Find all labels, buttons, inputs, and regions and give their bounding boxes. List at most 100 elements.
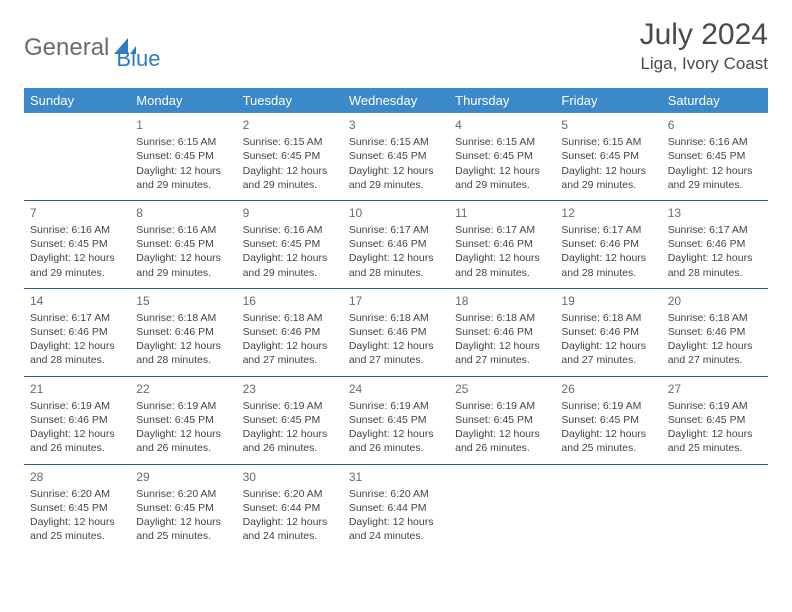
day-number: 8: [136, 205, 230, 221]
sunrise-text: Sunrise: 6:15 AM: [136, 135, 230, 149]
sunrise-text: Sunrise: 6:18 AM: [561, 311, 655, 325]
sunset-text: Sunset: 6:46 PM: [136, 325, 230, 339]
calendar-week-row: 7Sunrise: 6:16 AMSunset: 6:45 PMDaylight…: [24, 200, 768, 288]
calendar-day-cell: 26Sunrise: 6:19 AMSunset: 6:45 PMDayligh…: [555, 376, 661, 464]
calendar-day-cell: 11Sunrise: 6:17 AMSunset: 6:46 PMDayligh…: [449, 200, 555, 288]
calendar-day-cell: 29Sunrise: 6:20 AMSunset: 6:45 PMDayligh…: [130, 464, 236, 551]
daylight-text: and 28 minutes.: [349, 266, 443, 280]
day-number: 21: [30, 381, 124, 397]
title-block: July 2024 Liga, Ivory Coast: [640, 18, 768, 74]
day-number: 9: [243, 205, 337, 221]
calendar-week-row: 14Sunrise: 6:17 AMSunset: 6:46 PMDayligh…: [24, 288, 768, 376]
sunset-text: Sunset: 6:45 PM: [561, 149, 655, 163]
sunrise-text: Sunrise: 6:20 AM: [243, 487, 337, 501]
day-number: 10: [349, 205, 443, 221]
calendar-day-cell: 5Sunrise: 6:15 AMSunset: 6:45 PMDaylight…: [555, 113, 661, 200]
daylight-text: Daylight: 12 hours: [243, 515, 337, 529]
calendar-day-cell: 13Sunrise: 6:17 AMSunset: 6:46 PMDayligh…: [662, 200, 768, 288]
logo: General Blue: [24, 24, 160, 72]
day-number: 22: [136, 381, 230, 397]
daylight-text: Daylight: 12 hours: [349, 427, 443, 441]
sunset-text: Sunset: 6:45 PM: [243, 149, 337, 163]
sunrise-text: Sunrise: 6:15 AM: [561, 135, 655, 149]
daylight-text: and 29 minutes.: [30, 266, 124, 280]
daylight-text: Daylight: 12 hours: [561, 339, 655, 353]
daylight-text: Daylight: 12 hours: [349, 339, 443, 353]
sunrise-text: Sunrise: 6:20 AM: [136, 487, 230, 501]
calendar-day-cell: [555, 464, 661, 551]
sunset-text: Sunset: 6:46 PM: [349, 325, 443, 339]
sunset-text: Sunset: 6:46 PM: [30, 413, 124, 427]
calendar-day-cell: 16Sunrise: 6:18 AMSunset: 6:46 PMDayligh…: [237, 288, 343, 376]
daylight-text: and 26 minutes.: [30, 441, 124, 455]
sunset-text: Sunset: 6:46 PM: [455, 237, 549, 251]
daylight-text: and 29 minutes.: [136, 266, 230, 280]
calendar-day-cell: 6Sunrise: 6:16 AMSunset: 6:45 PMDaylight…: [662, 113, 768, 200]
daylight-text: and 28 minutes.: [561, 266, 655, 280]
calendar-week-row: 21Sunrise: 6:19 AMSunset: 6:46 PMDayligh…: [24, 376, 768, 464]
sunset-text: Sunset: 6:45 PM: [561, 413, 655, 427]
sunset-text: Sunset: 6:46 PM: [30, 325, 124, 339]
calendar-day-cell: 23Sunrise: 6:19 AMSunset: 6:45 PMDayligh…: [237, 376, 343, 464]
day-number: 2: [243, 117, 337, 133]
daylight-text: Daylight: 12 hours: [136, 164, 230, 178]
day-number: 28: [30, 469, 124, 485]
daylight-text: Daylight: 12 hours: [455, 164, 549, 178]
daylight-text: Daylight: 12 hours: [136, 251, 230, 265]
sunset-text: Sunset: 6:46 PM: [561, 325, 655, 339]
day-number: 3: [349, 117, 443, 133]
daylight-text: Daylight: 12 hours: [136, 515, 230, 529]
calendar-day-cell: 21Sunrise: 6:19 AMSunset: 6:46 PMDayligh…: [24, 376, 130, 464]
sunrise-text: Sunrise: 6:16 AM: [30, 223, 124, 237]
sunrise-text: Sunrise: 6:15 AM: [455, 135, 549, 149]
logo-text-general: General: [24, 34, 109, 62]
daylight-text: and 27 minutes.: [243, 353, 337, 367]
sunset-text: Sunset: 6:45 PM: [668, 413, 762, 427]
day-number: 31: [349, 469, 443, 485]
day-number: 27: [668, 381, 762, 397]
daylight-text: and 29 minutes.: [668, 178, 762, 192]
daylight-text: and 29 minutes.: [349, 178, 443, 192]
sunrise-text: Sunrise: 6:19 AM: [455, 399, 549, 413]
month-title: July 2024: [640, 18, 768, 52]
calendar-day-cell: 17Sunrise: 6:18 AMSunset: 6:46 PMDayligh…: [343, 288, 449, 376]
sunrise-text: Sunrise: 6:18 AM: [349, 311, 443, 325]
calendar-day-cell: 4Sunrise: 6:15 AMSunset: 6:45 PMDaylight…: [449, 113, 555, 200]
daylight-text: and 26 minutes.: [349, 441, 443, 455]
sunrise-text: Sunrise: 6:19 AM: [243, 399, 337, 413]
sunrise-text: Sunrise: 6:18 AM: [455, 311, 549, 325]
sunrise-text: Sunrise: 6:19 AM: [136, 399, 230, 413]
day-number: 15: [136, 293, 230, 309]
day-number: 4: [455, 117, 549, 133]
sunset-text: Sunset: 6:45 PM: [30, 237, 124, 251]
calendar-table: Sunday Monday Tuesday Wednesday Thursday…: [24, 88, 768, 551]
sunrise-text: Sunrise: 6:19 AM: [30, 399, 124, 413]
daylight-text: Daylight: 12 hours: [561, 427, 655, 441]
calendar-day-cell: [449, 464, 555, 551]
sunset-text: Sunset: 6:46 PM: [561, 237, 655, 251]
day-number: 11: [455, 205, 549, 221]
daylight-text: Daylight: 12 hours: [136, 339, 230, 353]
daylight-text: Daylight: 12 hours: [136, 427, 230, 441]
daylight-text: and 29 minutes.: [243, 178, 337, 192]
calendar-day-cell: 7Sunrise: 6:16 AMSunset: 6:45 PMDaylight…: [24, 200, 130, 288]
sunrise-text: Sunrise: 6:17 AM: [668, 223, 762, 237]
sunrise-text: Sunrise: 6:15 AM: [243, 135, 337, 149]
calendar-day-cell: 18Sunrise: 6:18 AMSunset: 6:46 PMDayligh…: [449, 288, 555, 376]
daylight-text: Daylight: 12 hours: [349, 251, 443, 265]
sunset-text: Sunset: 6:45 PM: [668, 149, 762, 163]
daylight-text: and 25 minutes.: [136, 529, 230, 543]
daylight-text: and 25 minutes.: [30, 529, 124, 543]
weekday-header: Sunday: [24, 88, 130, 113]
calendar-day-cell: [662, 464, 768, 551]
sunrise-text: Sunrise: 6:16 AM: [668, 135, 762, 149]
sunset-text: Sunset: 6:45 PM: [136, 237, 230, 251]
calendar-day-cell: 24Sunrise: 6:19 AMSunset: 6:45 PMDayligh…: [343, 376, 449, 464]
daylight-text: and 24 minutes.: [349, 529, 443, 543]
daylight-text: Daylight: 12 hours: [349, 164, 443, 178]
calendar-week-row: 28Sunrise: 6:20 AMSunset: 6:45 PMDayligh…: [24, 464, 768, 551]
daylight-text: Daylight: 12 hours: [668, 164, 762, 178]
calendar-day-cell: 20Sunrise: 6:18 AMSunset: 6:46 PMDayligh…: [662, 288, 768, 376]
daylight-text: and 27 minutes.: [349, 353, 443, 367]
daylight-text: Daylight: 12 hours: [30, 515, 124, 529]
